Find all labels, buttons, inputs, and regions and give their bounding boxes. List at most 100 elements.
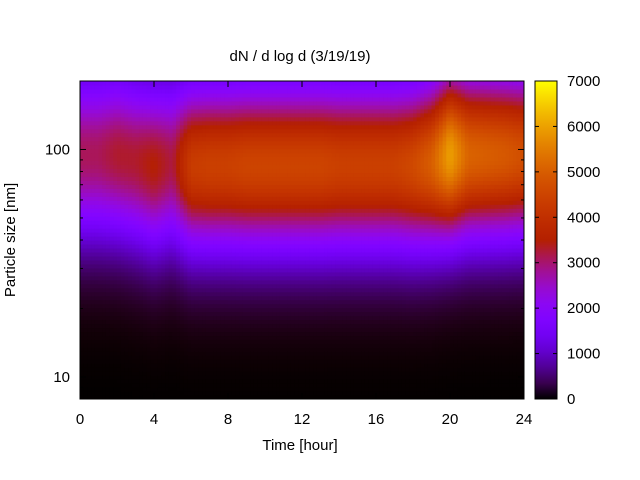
heatmap-cell [98, 267, 103, 273]
heatmap-cell [80, 379, 85, 384]
heatmap-cell [154, 359, 159, 364]
heatmap-cell [98, 212, 103, 217]
heatmap-cell [250, 287, 255, 293]
heatmap-cell [283, 271, 288, 277]
heatmap-cell [228, 247, 233, 253]
heatmap-cell [139, 283, 144, 289]
heatmap-cell [224, 375, 229, 380]
heatmap-cell [242, 92, 248, 98]
heatmap-cell [109, 271, 114, 277]
heatmap-cell [294, 351, 299, 356]
heatmap-cell [309, 371, 314, 376]
heatmap-cell [257, 236, 262, 241]
heatmap-cell [150, 176, 155, 181]
heatmap-cell [179, 335, 185, 340]
heatmap-cell [257, 371, 262, 376]
heatmap-cell [183, 132, 188, 138]
heatmap-cell [183, 128, 188, 134]
heatmap-cell [168, 224, 174, 229]
heatmap-cell [154, 395, 159, 399]
heatmap-cell [142, 192, 148, 197]
heatmap-cell [242, 136, 248, 142]
heatmap-cell [124, 287, 129, 293]
heatmap-cell [165, 120, 170, 126]
heatmap-cell [228, 104, 233, 110]
heatmap-cell [139, 351, 144, 356]
heatmap-cell [146, 156, 151, 162]
heatmap-cell [135, 128, 140, 134]
heatmap-cell [202, 148, 207, 154]
heatmap-cell [98, 359, 103, 364]
heatmap-cell [261, 196, 266, 201]
heatmap-cell [224, 216, 229, 221]
heatmap-cell [220, 212, 225, 217]
heatmap-cell [102, 315, 107, 321]
heatmap-cell [194, 148, 199, 154]
heatmap-cell [142, 220, 148, 225]
heatmap-cell [176, 104, 181, 110]
heatmap-cell [205, 347, 211, 352]
heatmap-cell [287, 307, 292, 313]
heatmap-cell [198, 379, 203, 384]
heatmap-cell [261, 379, 266, 384]
heatmap-cell [87, 104, 92, 110]
heatmap-cell [87, 331, 92, 337]
heatmap-cell [302, 212, 307, 217]
heatmap-cell [139, 132, 144, 138]
heatmap-cell [150, 128, 155, 134]
heatmap-cell [87, 81, 92, 86]
heatmap-cell [157, 204, 162, 209]
heatmap-cell [228, 375, 233, 380]
heatmap-cell [109, 387, 114, 392]
heatmap-cell [187, 188, 192, 193]
heatmap-cell [253, 152, 259, 158]
heatmap-cell [309, 391, 314, 396]
heatmap-cell [239, 140, 244, 146]
heatmap-cell [91, 267, 96, 273]
heatmap-cell [102, 164, 107, 170]
heatmap-cell [102, 327, 107, 333]
heatmap-cell [128, 136, 133, 142]
heatmap-cell [231, 251, 236, 257]
heatmap-cell [124, 375, 129, 380]
heatmap-cell [305, 184, 310, 189]
heatmap-cell [87, 168, 92, 174]
heatmap-cell [298, 371, 303, 376]
heatmap-cell [250, 172, 255, 178]
heatmap-cell [272, 236, 277, 241]
heatmap-cell [239, 108, 244, 114]
heatmap-cell [183, 287, 188, 293]
heatmap-cell [287, 100, 292, 106]
heatmap-cell [80, 387, 85, 392]
heatmap-cell [168, 81, 174, 86]
heatmap-cell [235, 343, 240, 348]
heatmap-cell [253, 132, 259, 138]
heatmap-cell [290, 331, 296, 337]
heatmap-cell [142, 112, 148, 118]
heatmap-cell [216, 84, 222, 90]
heatmap-cell [131, 208, 137, 213]
heatmap-cell [209, 355, 214, 360]
heatmap-cell [265, 367, 270, 372]
heatmap-cell [228, 112, 233, 118]
heatmap-cell [131, 391, 137, 396]
heatmap-cell [131, 184, 137, 189]
heatmap-cell [161, 395, 166, 399]
heatmap-cell [102, 395, 107, 399]
heatmap-cell [80, 347, 85, 352]
heatmap-cell [268, 240, 273, 245]
heatmap-cell [276, 251, 281, 257]
heatmap-cell [242, 176, 248, 181]
heatmap-cell [161, 84, 166, 90]
heatmap-cell [279, 247, 285, 253]
heatmap-cell [202, 124, 207, 130]
heatmap-cell [231, 112, 236, 118]
heatmap-cell [224, 192, 229, 197]
heatmap-cell [198, 224, 203, 229]
heatmap-cell [209, 351, 214, 356]
heatmap-cell [287, 311, 292, 317]
heatmap-cell [239, 148, 244, 154]
heatmap-cell [128, 152, 133, 158]
heatmap-cell [228, 363, 233, 368]
heatmap-cell [91, 327, 96, 333]
